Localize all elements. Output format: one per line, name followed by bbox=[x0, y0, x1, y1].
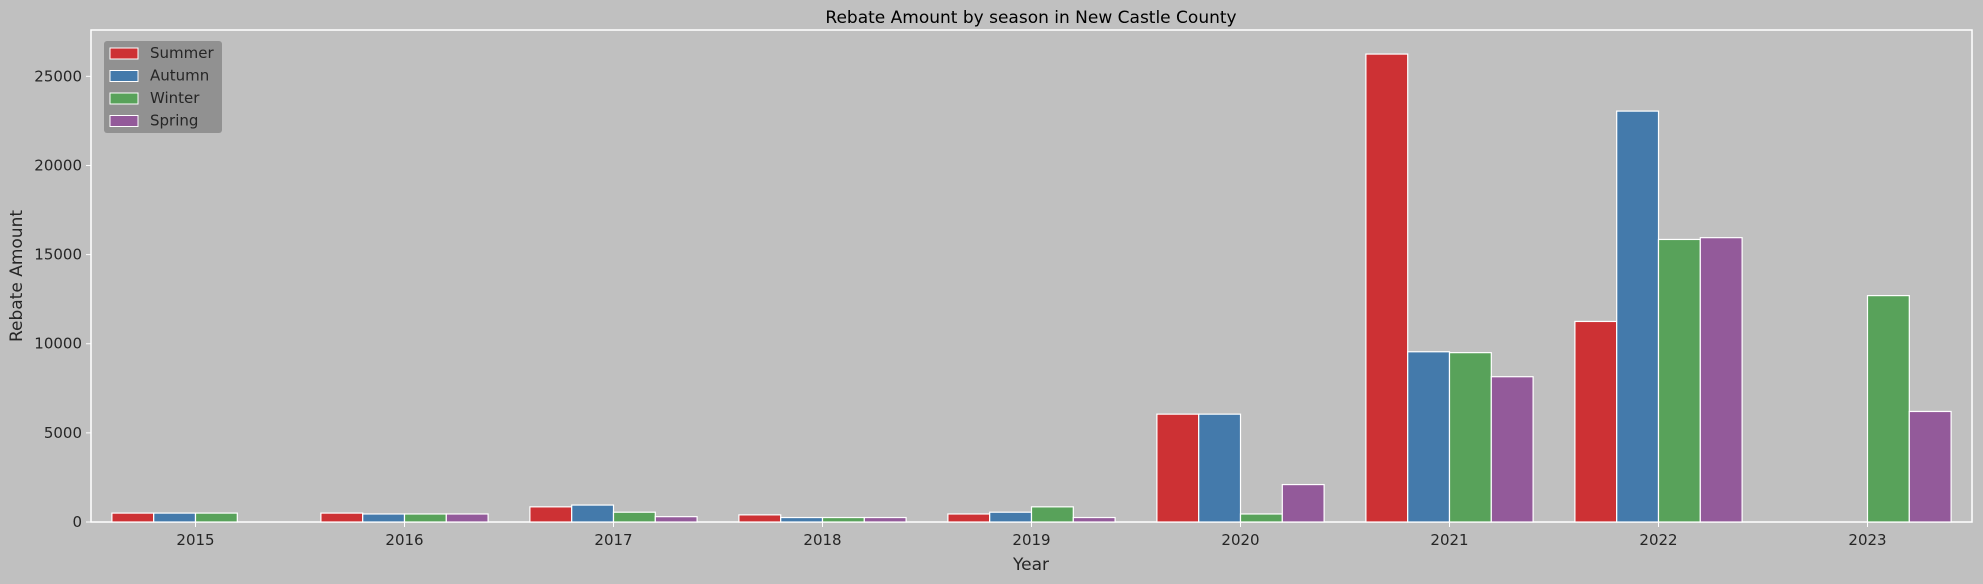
x-tick-label: 2022 bbox=[1639, 531, 1677, 549]
x-tick-label: 2023 bbox=[1848, 531, 1886, 549]
x-axis-ticks: 2015 2016 2017 2018 2019 2020 2021 2022 2023 bbox=[176, 522, 1887, 549]
y-tick-label: 5000 bbox=[44, 424, 82, 442]
bar-winter-2022 bbox=[1657, 238, 1701, 523]
bar-winter-2017 bbox=[612, 511, 656, 523]
bar-summer-2019 bbox=[947, 513, 991, 523]
x-tick-label: 2020 bbox=[1221, 531, 1259, 549]
bar-spring-2021 bbox=[1490, 376, 1534, 523]
bar-summer-2017 bbox=[529, 506, 573, 523]
bar-autumn-2015 bbox=[153, 512, 197, 523]
bar-spring-2019 bbox=[1072, 516, 1116, 523]
bar-winter-2018 bbox=[821, 516, 865, 523]
bar-summer-2022 bbox=[1574, 320, 1618, 523]
bar-winter-2015 bbox=[194, 512, 238, 523]
y-tick-label: 15000 bbox=[34, 246, 82, 264]
x-tick-label: 2019 bbox=[1012, 531, 1050, 549]
bar-winter-2021 bbox=[1448, 352, 1492, 523]
legend-swatch-winter bbox=[109, 92, 139, 105]
bar-autumn-2016 bbox=[362, 513, 406, 523]
legend-box bbox=[104, 41, 222, 133]
bar-autumn-2019 bbox=[989, 511, 1033, 523]
x-tick-label: 2021 bbox=[1430, 531, 1468, 549]
y-axis-ticks: 0 5000 10000 15000 20000 25000 bbox=[34, 67, 91, 531]
x-axis-title: Year bbox=[1012, 555, 1049, 575]
bars-group bbox=[111, 53, 1952, 523]
bar-spring-2020 bbox=[1281, 483, 1325, 523]
legend-label-autumn: Autumn bbox=[150, 67, 209, 85]
y-tick-label: 25000 bbox=[34, 67, 82, 85]
y-tick-label: 20000 bbox=[34, 156, 82, 174]
x-tick-label: 2015 bbox=[176, 531, 214, 549]
bar-spring-2016 bbox=[445, 513, 489, 523]
bar-autumn-2021 bbox=[1407, 351, 1451, 523]
bar-summer-2018 bbox=[738, 514, 782, 523]
chart-title: Rebate Amount by season in New Castle Co… bbox=[825, 8, 1236, 28]
bar-winter-2019 bbox=[1030, 506, 1074, 523]
legend-label-spring: Spring bbox=[150, 112, 198, 130]
bar-summer-2015 bbox=[111, 512, 155, 523]
bar-summer-2016 bbox=[320, 512, 364, 523]
legend-swatch-autumn bbox=[109, 70, 139, 82]
bar-spring-2017 bbox=[654, 516, 698, 523]
bar-spring-2022 bbox=[1699, 237, 1743, 523]
bar-winter-2020 bbox=[1239, 513, 1283, 523]
x-tick-label: 2016 bbox=[385, 531, 423, 549]
legend: Summer Autumn Winter Spring bbox=[104, 41, 222, 133]
bar-winter-2023 bbox=[1866, 295, 1910, 523]
bar-summer-2020 bbox=[1156, 413, 1200, 523]
y-tick-label: 10000 bbox=[34, 335, 82, 353]
bar-winter-2016 bbox=[403, 513, 447, 523]
bar-autumn-2017 bbox=[571, 504, 615, 523]
y-axis-title: Rebate Amount bbox=[7, 210, 27, 342]
bar-autumn-2020 bbox=[1198, 413, 1242, 523]
bar-autumn-2022 bbox=[1616, 110, 1660, 523]
bar-spring-2023 bbox=[1908, 410, 1952, 523]
bar-spring-2018 bbox=[863, 516, 907, 523]
x-tick-label: 2017 bbox=[594, 531, 632, 549]
legend-swatch-spring bbox=[109, 115, 139, 127]
legend-label-summer: Summer bbox=[150, 44, 214, 62]
x-tick-label: 2018 bbox=[803, 531, 841, 549]
bar-summer-2021 bbox=[1365, 53, 1409, 523]
bar-autumn-2018 bbox=[780, 516, 824, 523]
y-tick-label: 0 bbox=[72, 513, 82, 531]
legend-label-winter: Winter bbox=[150, 89, 200, 107]
legend-swatch-summer bbox=[109, 47, 139, 60]
